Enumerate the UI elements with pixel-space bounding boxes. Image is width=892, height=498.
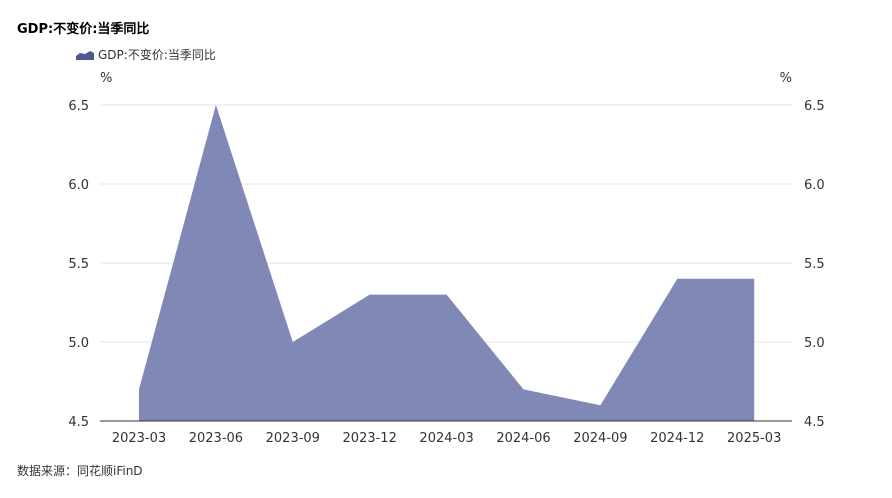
y-tick-label-left: 6.0 — [68, 178, 89, 193]
x-tick-label: 2024-12 — [650, 431, 704, 446]
chart-title: GDP:不变价:当季同比 — [17, 22, 150, 37]
x-tick-label: 2024-06 — [496, 431, 550, 446]
y-tick-label-left: 5.5 — [68, 257, 89, 272]
y-tick-label-right: 4.5 — [804, 415, 825, 430]
y-tick-label-right: 5.5 — [804, 257, 825, 272]
x-tick-label: 2025-03 — [727, 431, 781, 446]
y-tick-label-left: 6.5 — [68, 99, 89, 114]
area-series — [139, 105, 755, 421]
y-unit-left: % — [100, 71, 112, 86]
x-tick-label: 2023-09 — [266, 431, 320, 446]
data-source: 数据来源：同花顺iFinD — [17, 464, 143, 478]
x-tick-label: 2024-03 — [419, 431, 473, 446]
x-tick-label: 2023-06 — [189, 431, 243, 446]
x-tick-label: 2024-09 — [573, 431, 627, 446]
y-tick-label-left: 5.0 — [68, 336, 89, 351]
y-tick-label-right: 6.0 — [804, 178, 825, 193]
y-tick-label-left: 4.5 — [68, 415, 89, 430]
x-tick-label: 2023-12 — [343, 431, 397, 446]
legend-area-icon — [76, 50, 94, 60]
y-unit-right: % — [780, 71, 792, 86]
y-tick-label-right: 5.0 — [804, 336, 825, 351]
legend[interactable]: GDP:不变价:当季同比 — [76, 46, 216, 63]
x-tick-label: 2023-03 — [112, 431, 166, 446]
legend-label: GDP:不变价:当季同比 — [98, 48, 216, 62]
y-tick-label-right: 6.5 — [804, 99, 825, 114]
